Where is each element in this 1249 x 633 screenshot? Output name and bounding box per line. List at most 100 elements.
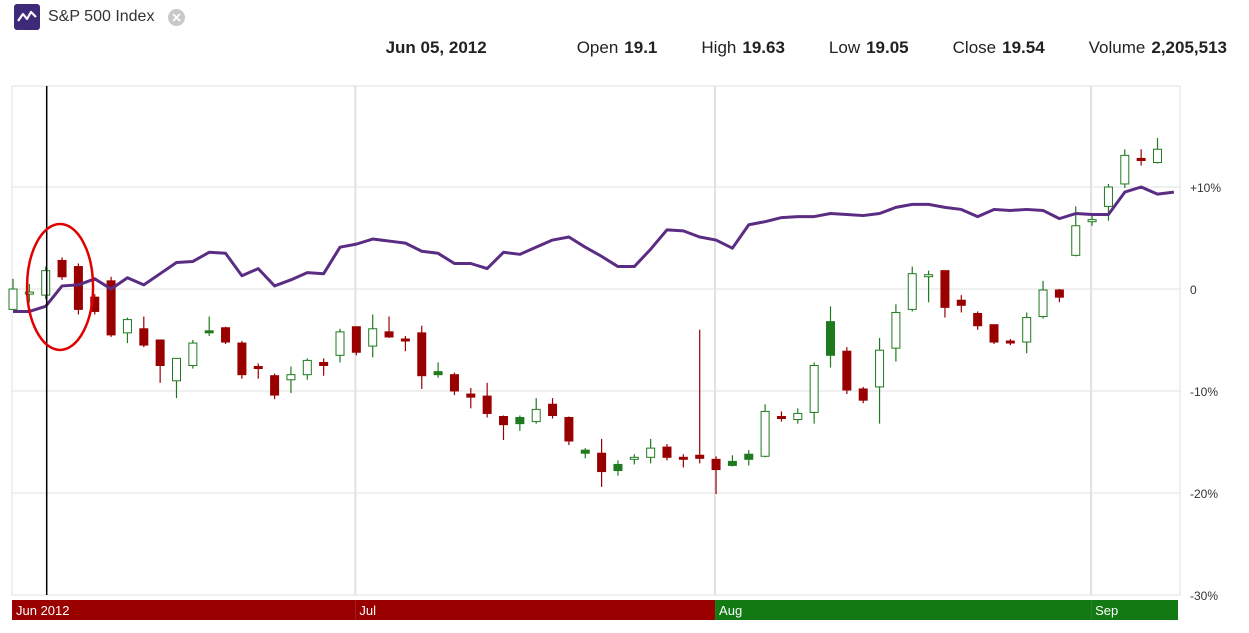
month-band — [12, 600, 356, 620]
candle-body — [597, 452, 607, 473]
month-band — [355, 600, 716, 620]
candle-body — [678, 456, 688, 460]
month-band — [715, 600, 1092, 620]
candle-body — [940, 270, 950, 308]
candle-body — [122, 319, 132, 334]
candle-body — [629, 456, 639, 460]
index-line — [13, 185, 1175, 313]
low-value: 19.05 — [866, 38, 909, 57]
y-tick-label: -30% — [1190, 589, 1218, 603]
candle-body — [580, 449, 590, 454]
candle-body — [1103, 186, 1113, 207]
candle-body — [695, 454, 705, 459]
plot-area — [11, 85, 1181, 596]
candle-body — [204, 330, 214, 334]
candle-body — [793, 412, 803, 421]
quote-open: Open 19.1 — [577, 38, 658, 58]
candle-body — [270, 375, 280, 396]
candle-body — [809, 365, 819, 413]
candle-body — [613, 463, 623, 472]
candle-body — [564, 417, 574, 442]
candle-body — [139, 328, 149, 346]
candle-body — [891, 311, 901, 349]
candle-body — [286, 374, 296, 381]
candle-body — [172, 357, 181, 382]
low-label: Low — [828, 38, 861, 57]
candle-body — [973, 312, 983, 327]
candle-body — [646, 447, 656, 458]
candle-body — [744, 453, 754, 460]
y-tick-label: -10% — [1190, 385, 1218, 399]
candle-body — [221, 327, 231, 343]
candle-body — [57, 259, 67, 278]
volume-value: 2,205,513 — [1151, 38, 1227, 57]
candle-body — [384, 331, 394, 338]
candle-body — [155, 339, 165, 366]
y-tick-label: -20% — [1190, 487, 1218, 501]
month-band — [1091, 600, 1178, 620]
y-tick-label: 0 — [1190, 283, 1197, 297]
chart-header: S&P 500 Index Jun 05, 2012 Open 19.1 High… — [0, 0, 1249, 80]
candle-body — [482, 395, 492, 414]
month-label: Aug — [719, 603, 742, 618]
close-label: Close — [952, 38, 997, 57]
candle-body — [1005, 340, 1015, 344]
candle-body — [237, 342, 247, 376]
quote-low: Low 19.05 — [829, 38, 909, 58]
quote-volume: Volume 2,205,513 — [1089, 38, 1227, 58]
candle-body — [253, 366, 263, 370]
volume-label: Volume — [1088, 38, 1146, 57]
candle-body — [531, 408, 541, 423]
candle-body — [8, 288, 18, 310]
close-circle-icon[interactable] — [168, 8, 186, 26]
legend-chip[interactable]: S&P 500 Index — [14, 4, 186, 30]
highlight-ellipse — [25, 222, 95, 352]
candle-body — [760, 410, 770, 457]
candle-body — [727, 460, 737, 466]
candle-body — [956, 299, 966, 306]
open-label: Open — [576, 38, 619, 57]
open-value: 19.1 — [624, 38, 658, 57]
candle-body — [433, 371, 443, 376]
candle-body — [711, 458, 721, 471]
candle-body — [924, 274, 934, 278]
candle-body — [302, 359, 312, 376]
candle-body — [335, 331, 345, 356]
month-label: Sep — [1095, 603, 1118, 618]
candle-body — [1153, 148, 1162, 164]
close-value: 19.54 — [1002, 38, 1045, 57]
candle-body — [875, 349, 885, 388]
candle-body — [548, 403, 558, 416]
candle-body — [41, 270, 51, 296]
candle-body — [1071, 225, 1081, 256]
candle-body — [1120, 154, 1130, 185]
candle-body — [515, 417, 525, 425]
candle-body — [466, 393, 476, 398]
candle-body — [368, 328, 378, 347]
quote-date: Jun 05, 2012 — [385, 38, 487, 57]
candle-body — [319, 361, 329, 367]
candle-body — [826, 321, 835, 356]
candle-body — [1054, 289, 1064, 298]
candle-body — [351, 326, 361, 353]
candle-body — [24, 291, 34, 295]
quote-close: Close 19.54 — [953, 38, 1045, 58]
candle-body — [1038, 289, 1048, 318]
high-label: High — [701, 38, 737, 57]
candle-body — [73, 266, 83, 310]
candle-body — [188, 342, 198, 366]
candle-body — [989, 324, 999, 343]
quote-readout: Jun 05, 2012 Open 19.1 High 19.63 Low 19.05… — [386, 38, 1227, 58]
candle-body — [662, 446, 672, 458]
candle-body — [1022, 317, 1032, 343]
candle-body — [417, 332, 427, 377]
quote-high: High 19.63 — [701, 38, 785, 58]
legend-label: S&P 500 Index — [48, 8, 155, 25]
candle-body — [842, 350, 852, 391]
month-label: Jul — [359, 603, 376, 618]
candle-body — [1087, 219, 1097, 223]
high-value: 19.63 — [742, 38, 785, 57]
month-label: Jun 2012 — [16, 603, 70, 618]
candle-body — [776, 416, 786, 419]
